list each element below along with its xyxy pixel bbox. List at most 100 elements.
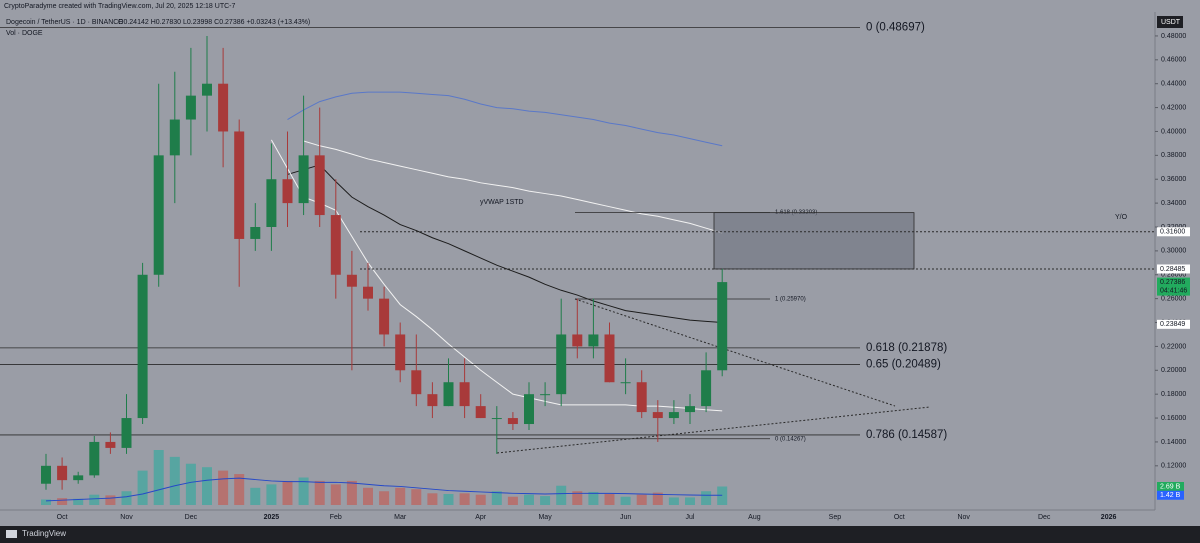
candle-body	[411, 370, 422, 395]
currency-box	[1157, 16, 1183, 28]
volume-bar	[507, 496, 518, 505]
trendline	[574, 298, 896, 407]
candle-body	[137, 274, 148, 419]
volume-bar	[330, 484, 341, 505]
price-label: 0.28485	[1160, 266, 1185, 273]
candle-body	[668, 412, 679, 419]
volume-bar	[250, 487, 261, 505]
fib-label: 0.65 (0.20489)	[866, 358, 941, 370]
candle-body	[363, 286, 373, 299]
y-tick-label: 0.16000	[1161, 415, 1186, 422]
x-tick-label: Nov	[957, 514, 970, 521]
volume-bar	[668, 497, 679, 505]
x-tick-label: Jun	[620, 514, 631, 521]
volume-bar	[137, 470, 148, 505]
brand: TradingView	[22, 529, 66, 538]
fib-label: 0 (0.48697)	[866, 22, 925, 34]
y-tick-label: 0.46000	[1161, 57, 1186, 64]
candle-body	[652, 412, 663, 419]
volume-bar	[491, 491, 502, 505]
candle-body	[89, 441, 100, 476]
volume-bar	[652, 492, 663, 505]
volume-bar	[443, 494, 454, 505]
volume-bar	[395, 487, 406, 505]
y-tick-label: 0.26000	[1161, 295, 1186, 302]
x-tick-label: 2026	[1101, 514, 1117, 521]
y-tick-label: 0.40000	[1161, 128, 1186, 135]
price-label-box	[1157, 319, 1190, 329]
candle-body	[443, 382, 454, 407]
annotation: yVWAP 1STD	[480, 199, 524, 206]
volume-bar	[41, 499, 51, 505]
volume-label-box	[1157, 490, 1184, 500]
price-label: 0.23849	[1160, 321, 1185, 328]
currency: USDT	[1161, 19, 1181, 26]
volume-bar	[717, 486, 728, 505]
candle-body	[540, 394, 551, 396]
candle-body	[636, 382, 647, 413]
candle-body	[685, 406, 695, 413]
candle-body	[234, 131, 245, 239]
volume-label: Vol · DOGE	[6, 30, 43, 37]
volume-bar	[524, 494, 534, 505]
candle-body	[57, 465, 68, 481]
price-label-box	[1157, 277, 1190, 296]
volume-bar	[169, 456, 180, 505]
volume-bar	[701, 491, 712, 505]
candle-body	[620, 382, 631, 384]
price-label-box	[1157, 264, 1190, 274]
candle-body	[556, 334, 567, 395]
x-tick-label: Nov	[120, 514, 133, 521]
overlay-line	[270, 139, 723, 412]
volume-bar	[105, 495, 116, 505]
volume-bar	[202, 467, 212, 505]
y-tick-label: 0.42000	[1161, 104, 1186, 111]
volume-bar	[234, 474, 245, 505]
candle-body	[330, 215, 341, 275]
candle-body	[491, 418, 502, 420]
overlay-line	[287, 91, 723, 147]
x-tick-label: Feb	[330, 514, 342, 521]
footer-bar	[0, 526, 1200, 543]
volume-bar	[379, 491, 390, 505]
volume-label: 2.69 B	[1160, 483, 1181, 490]
volume-bar	[73, 498, 84, 505]
x-tick-label: Mar	[394, 514, 407, 521]
candle-body	[427, 394, 438, 407]
volume-bar	[556, 485, 567, 505]
volume-bar	[604, 494, 615, 505]
candle-body	[202, 83, 212, 96]
candle-body	[282, 179, 293, 204]
y-tick-label: 0.12000	[1161, 463, 1186, 470]
candle-body	[604, 334, 615, 383]
x-tick-label: Apr	[475, 514, 487, 521]
annotation: Y/O	[1115, 214, 1128, 221]
candle-body	[572, 334, 583, 347]
volume-label: 1.42 B	[1160, 492, 1181, 499]
candle-body	[169, 119, 180, 156]
symbol: Dogecoin / TetherUS · 1D · BINANCE	[6, 19, 123, 26]
volume-bar	[363, 487, 373, 505]
volume-bar	[427, 493, 438, 505]
x-tick-label: Oct	[57, 514, 68, 521]
price-countdown: 04:41:46	[1160, 287, 1187, 294]
volume-bar	[572, 491, 583, 505]
y-tick-label: 0.36000	[1161, 176, 1186, 183]
x-tick-label: Sep	[829, 514, 842, 521]
volume-bar	[475, 494, 486, 505]
volume-bar	[57, 498, 68, 505]
volume-bar	[620, 496, 631, 505]
volume-bar	[540, 496, 551, 505]
candle-body	[346, 274, 357, 287]
price-label: 0.27386	[1160, 279, 1185, 286]
volume-bar	[685, 497, 695, 505]
x-tick-label: Dec	[185, 514, 198, 521]
volume-bar	[411, 489, 422, 505]
overlay-line	[303, 140, 723, 234]
ohlc: O0.24142 H0.27830 L0.23998 C0.27386 +0.0…	[118, 19, 310, 26]
candle-body	[459, 382, 470, 407]
volume-bar	[121, 491, 132, 505]
y-tick-label: 0.30000	[1161, 248, 1186, 255]
